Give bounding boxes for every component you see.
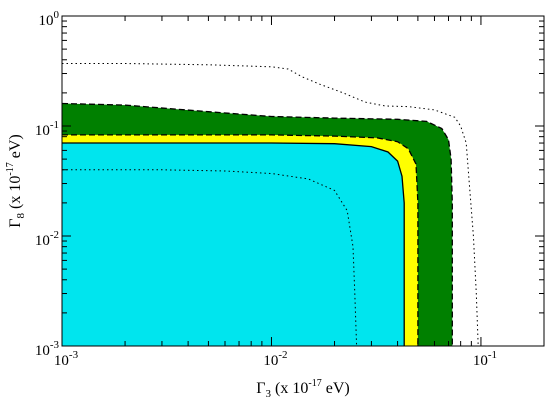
y-tick-label: 10-2 (35, 229, 59, 249)
tick-labels: 10-3 10-2 10-1 10-3 10-2 10-1 100 (35, 9, 497, 369)
y-axis-title: Γ8 (x 10-17 eV) (5, 134, 27, 227)
y-tick-label: 10-1 (35, 119, 59, 139)
plot-frame (61, 15, 545, 347)
y-tick-label: 10-3 (35, 339, 60, 359)
region-cyan-fill (62, 143, 405, 346)
region-yellow-boundary (62, 134, 419, 346)
x-axis-title: Γ3 (x 10-17 eV) (256, 378, 349, 400)
dotted-contour-inner (62, 169, 358, 346)
x-tick-label: 10-1 (473, 349, 497, 369)
x-tick-label: 10-3 (54, 349, 79, 369)
y-tick-label: 100 (39, 9, 60, 29)
x-tick-label: 10-2 (263, 349, 287, 369)
region-cyan-boundary (62, 142, 405, 346)
confidence-regions (62, 102, 453, 346)
dotted-contours (62, 63, 479, 346)
